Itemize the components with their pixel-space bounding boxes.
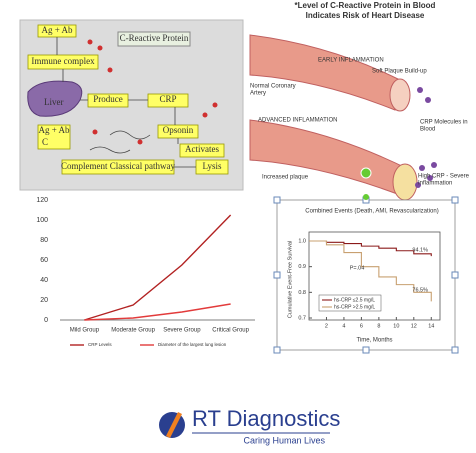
label: Ag + Ab (38, 125, 70, 135)
legend-label: hs-CRP >2.5 mg/L (334, 304, 375, 310)
artery-end (392, 163, 418, 201)
label: Immune complex (31, 56, 95, 66)
label: EARLY INFLAMMATION (318, 58, 384, 64)
annotation: 76.5% (412, 287, 428, 293)
x-tick-label: 6 (360, 323, 363, 329)
label: Normal Coronary (250, 84, 296, 90)
y-tick-label: 60 (40, 257, 48, 264)
step-line (309, 240, 432, 257)
artery (249, 34, 401, 111)
label: Opsonin (163, 125, 194, 135)
y-axis-label: Cumulative Event-Free Survival (287, 241, 293, 318)
legend-box (318, 294, 382, 312)
x-tick-label: Critical Group (212, 328, 249, 334)
y-tick-label: 0.7 (298, 315, 306, 321)
y-tick-label: 0 (44, 317, 48, 324)
x-tick-label: 8 (377, 323, 380, 329)
crp-molecules (415, 87, 437, 188)
label: Blood (420, 127, 435, 133)
label: Complement Classical pathway (61, 161, 175, 171)
label: ADVANCED INFLAMMATION (258, 118, 337, 124)
arrows (56, 37, 196, 168)
box (179, 143, 225, 158)
label: Inflammation (418, 181, 452, 187)
y-tick-label: 40 (40, 277, 48, 284)
y-tick-label: 20 (40, 297, 48, 304)
chart-title: Combined Events (Death, AMI, Revasculari… (305, 209, 438, 215)
illustration: *Level of C-Reactive Protein in Blood In… (249, 1, 470, 201)
diagram: Ag + Ab C-Reactive Protein Immune comple… (19, 19, 244, 191)
plot-frame (308, 231, 441, 321)
label: Activates (185, 144, 219, 154)
step-line (309, 240, 432, 302)
x-tick-label: 14 (428, 323, 434, 329)
label: C-Reactive Protein (120, 33, 189, 43)
logo: RT Diagnostics Caring Human Lives (159, 406, 340, 445)
label: Soft Plaque Build-up (372, 69, 427, 75)
y-tick-label: 0.9 (298, 264, 306, 270)
illustration-title: *Level of C-Reactive Protein in Blood (295, 1, 436, 10)
logo-icon (166, 412, 182, 438)
label: CRP (159, 94, 176, 104)
x-tick-label: 4 (342, 323, 345, 329)
illustration-title: Indicates Risk of Heart Disease (306, 11, 425, 20)
marker (360, 167, 372, 179)
label: Produce (93, 94, 123, 104)
box (117, 31, 191, 47)
logo-tagline: Caring Human Lives (243, 435, 325, 445)
x-tick-label: 2 (325, 323, 328, 329)
box (87, 93, 129, 108)
logo-name: RT Diagnostics (192, 406, 340, 431)
label: Artery (250, 91, 266, 97)
line-series (84, 214, 232, 321)
x-tick-label: 12 (411, 323, 417, 329)
annotation: P=.04 (350, 265, 365, 271)
artery-end (389, 78, 411, 112)
label: Liver (44, 97, 64, 107)
legend-label: CRP Levels (88, 342, 112, 347)
label: CRP Molecules in (420, 120, 468, 126)
x-tick-label: Severe Group (163, 328, 201, 334)
legend-label: Diameter of the largest lung lesion (158, 342, 227, 347)
box (37, 124, 71, 150)
annotation: 94.1% (412, 247, 428, 253)
label: High CRP - Severe (418, 174, 470, 180)
molecules (87, 39, 218, 145)
label: Lysis (202, 161, 222, 171)
x-tick-label: Mild Group (70, 328, 100, 334)
y-tick-label: 120 (36, 197, 48, 204)
x-tick-label: Moderate Group (111, 328, 155, 334)
y-tick-label: 100 (36, 217, 48, 224)
legend-label: hs-CRP ≤2.5 mg/L (334, 297, 375, 303)
label: C (42, 137, 48, 147)
artery (249, 119, 411, 196)
label: Increased plaque (262, 175, 309, 181)
y-tick-label: 0.8 (298, 290, 306, 296)
y-tick-label: 80 (40, 237, 48, 244)
y-tick-label: 1.0 (298, 238, 306, 244)
box (147, 93, 189, 108)
label: Ag + Ab (41, 25, 73, 35)
line-series (84, 303, 231, 321)
rotate-handle (363, 194, 369, 200)
x-axis-label: Time, Months (356, 338, 392, 344)
x-tick-label: 10 (393, 323, 399, 329)
